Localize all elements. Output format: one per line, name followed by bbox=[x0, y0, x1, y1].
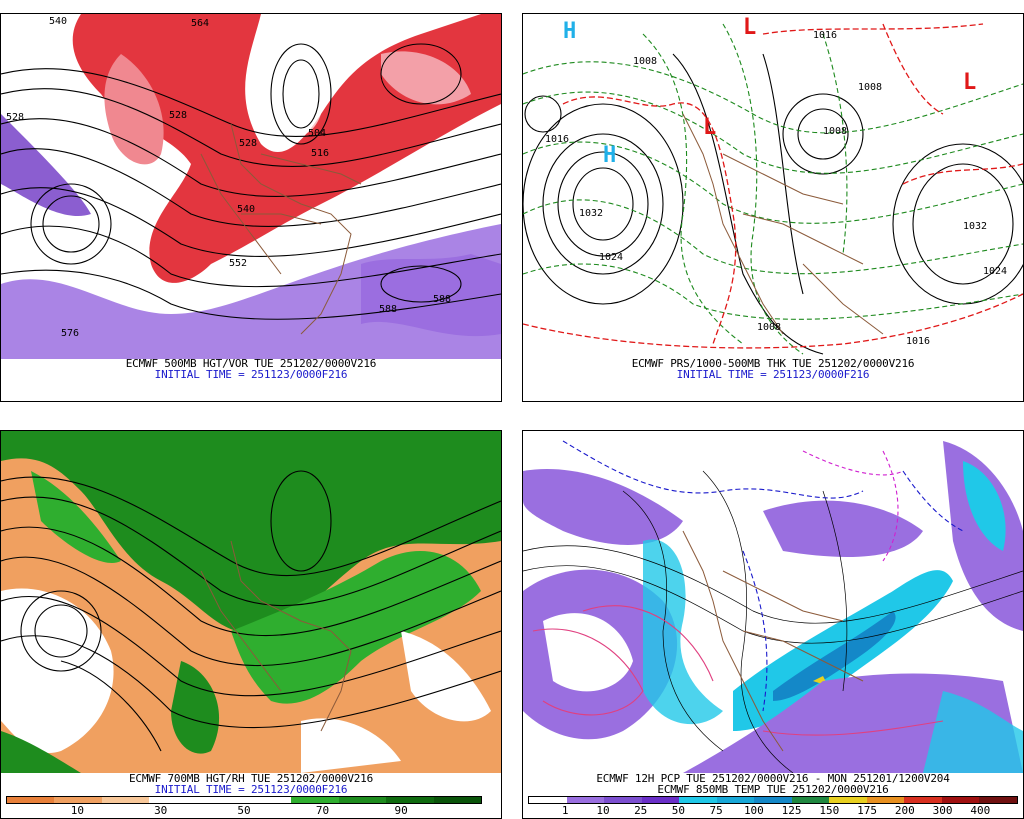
legend-swatch bbox=[54, 797, 102, 803]
panel-1-caption-line2: INITIAL TIME = 251123/0000F216 bbox=[154, 368, 348, 381]
pressure-center-low: L bbox=[743, 15, 756, 40]
legend-swatch bbox=[829, 797, 867, 803]
legend-swatch bbox=[904, 797, 942, 803]
panel-4-caption-line2: ECMWF 850MB TEMP TUE 251202/0000V216 bbox=[657, 783, 889, 796]
legend-swatch bbox=[679, 797, 717, 803]
legend-tick: 25 bbox=[634, 804, 648, 817]
legend-swatch bbox=[149, 797, 197, 803]
legend-swatch bbox=[641, 797, 680, 803]
map-500mb-vorticity: 540 564 528 504 516 528 540 552 576 588 … bbox=[1, 14, 501, 359]
legend-tick: 175 bbox=[857, 804, 878, 817]
precip-color-legend bbox=[528, 796, 1018, 804]
contour-label: 1008 bbox=[858, 82, 882, 93]
legend-tick: 100 bbox=[743, 804, 764, 817]
panel-500mb-hgt-vor: 540 564 528 504 516 528 540 552 576 588 … bbox=[0, 13, 502, 402]
contour-label: 552 bbox=[229, 258, 247, 269]
legend-tick: 200 bbox=[894, 804, 915, 817]
contour-label: 588 bbox=[433, 294, 451, 305]
panel-3-caption-line2: INITIAL TIME = 251123/0000F216 bbox=[154, 783, 348, 796]
panel-mslp-thickness: H H L L L 1032 1024 1016 1008 1008 1008 … bbox=[522, 13, 1024, 402]
map-mslp-thickness: H H L L L 1032 1024 1016 1008 1008 1008 … bbox=[523, 14, 1023, 359]
pressure-center-low: L bbox=[703, 115, 716, 140]
legend-swatch bbox=[716, 797, 755, 803]
legend-tick: 30 bbox=[154, 804, 168, 817]
rh-color-legend bbox=[6, 796, 482, 804]
legend-tick: 75 bbox=[709, 804, 723, 817]
panel-700mb-hgt-rh: ECMWF 700MB HGT/RH TUE 251202/0000V216 I… bbox=[0, 430, 502, 819]
legend-swatch bbox=[979, 797, 1017, 803]
contour-label: 1024 bbox=[983, 266, 1007, 277]
panel-precip-850mb-temp: ECMWF 12H PCP TUE 251202/0000V216 - MON … bbox=[522, 430, 1024, 819]
legend-tick: 50 bbox=[237, 804, 251, 817]
panel-3-caption-line1: ECMWF 700MB HGT/RH TUE 251202/0000V216 bbox=[128, 772, 374, 785]
legend-swatch bbox=[291, 797, 339, 803]
panel-2-caption-line2: INITIAL TIME = 251123/0000F216 bbox=[676, 368, 870, 381]
legend-swatch bbox=[604, 797, 642, 803]
panel-4-caption-line1: ECMWF 12H PCP TUE 251202/0000V216 - MON … bbox=[596, 772, 950, 785]
legend-swatch bbox=[338, 797, 387, 803]
legend-tick: 10 bbox=[70, 804, 85, 817]
contour-label: 564 bbox=[191, 18, 209, 29]
legend-tick: 10 bbox=[596, 804, 610, 817]
panel-2-caption-line1: ECMWF PRS/1000-500MB THK TUE 251202/0000… bbox=[631, 357, 915, 370]
legend-swatch bbox=[941, 797, 980, 803]
contour-label: 540 bbox=[237, 204, 255, 215]
pressure-center-high: H bbox=[603, 143, 616, 168]
precip-legend-ticks: 1 10 25 50 75 100 125 150 175 200 300 40… bbox=[528, 805, 1018, 817]
legend-tick: 150 bbox=[819, 804, 840, 817]
legend-swatch bbox=[529, 797, 567, 803]
map-700mb-rh bbox=[1, 431, 501, 773]
contour-label: 1008 bbox=[633, 56, 657, 67]
legend-swatch bbox=[791, 797, 830, 803]
panel-1-caption-line1: ECMWF 500MB HGT/VOR TUE 251202/0000V216 bbox=[125, 357, 377, 370]
legend-swatch bbox=[7, 797, 55, 803]
pressure-center-high: H bbox=[563, 19, 576, 44]
legend-swatch bbox=[244, 797, 292, 803]
legend-swatch bbox=[433, 797, 482, 803]
rh-legend-ticks: 10 30 50 70 90 bbox=[6, 805, 482, 817]
contour-label: 1024 bbox=[599, 252, 623, 263]
legend-swatch bbox=[196, 797, 245, 803]
contour-label: 528 bbox=[239, 138, 257, 149]
map-precip-850mb-temp bbox=[523, 431, 1023, 773]
legend-tick: 70 bbox=[315, 804, 330, 817]
legend-tick: 50 bbox=[671, 804, 686, 817]
legend-tick: 300 bbox=[932, 804, 953, 817]
contour-label: 1016 bbox=[813, 30, 837, 41]
legend-swatch bbox=[566, 797, 605, 803]
contour-label: 1008 bbox=[757, 322, 781, 333]
legend-swatch bbox=[754, 797, 792, 803]
legend-swatch bbox=[101, 797, 150, 803]
contour-label: 1008 bbox=[823, 126, 847, 137]
legend-tick: 90 bbox=[394, 804, 408, 817]
contour-label: 1032 bbox=[963, 221, 987, 232]
contour-label: 528 bbox=[6, 112, 24, 123]
contour-label: 1016 bbox=[906, 336, 930, 347]
pressure-center-low: L bbox=[963, 70, 976, 95]
legend-tick: 125 bbox=[781, 804, 802, 817]
contour-label: 1016 bbox=[545, 134, 569, 145]
legend-swatch bbox=[386, 797, 434, 803]
legend-tick: 400 bbox=[970, 804, 991, 817]
legend-tick: 1 bbox=[561, 804, 569, 817]
contour-label: 528 bbox=[169, 110, 187, 121]
contour-label: 588 bbox=[379, 304, 397, 315]
contour-label: 540 bbox=[49, 16, 67, 27]
legend-swatch bbox=[866, 797, 905, 803]
contour-label: 504 bbox=[308, 128, 326, 139]
contour-label: 1032 bbox=[579, 208, 603, 219]
contour-label: 516 bbox=[311, 148, 329, 159]
contour-label: 576 bbox=[61, 328, 79, 339]
